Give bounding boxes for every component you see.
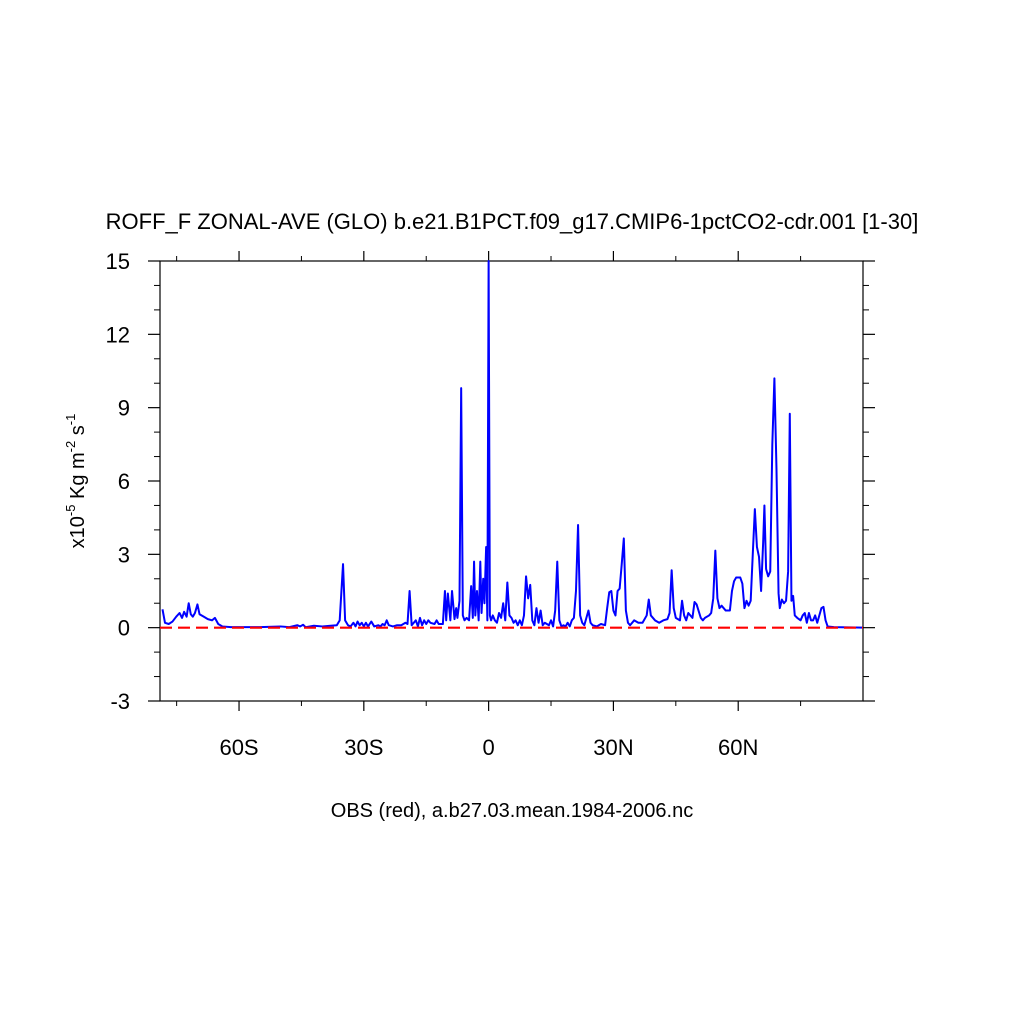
x-tick-label: 30S [344, 735, 383, 760]
chart-title: ROFF_F ZONAL-AVE (GLO) b.e21.B1PCT.f09_g… [106, 209, 919, 234]
plot-area: 60S 30S 0 30N 60N -3 0 3 6 9 12 15 [106, 249, 875, 760]
y-axis-label-exponent: -2 [63, 441, 78, 453]
plot-frame [159, 260, 864, 702]
y-tick-label: 12 [106, 322, 130, 347]
y-tick-label: 15 [106, 249, 130, 274]
x-axis-ticks: 60S 30S 0 30N 60N [219, 251, 758, 760]
y-axis-label-exponent: -1 [63, 414, 78, 426]
y-tick-label: -3 [110, 689, 130, 714]
y-axis-label-units: Kg m [67, 452, 89, 504]
y-axis-ticks: -3 0 3 6 9 12 15 [106, 249, 875, 714]
y-tick-label: 6 [118, 469, 130, 494]
y-axis-label-prefix: x10 [67, 516, 89, 548]
x-tick-label: 60N [718, 735, 758, 760]
y-tick-label: 9 [118, 396, 130, 421]
y-tick-label: 0 [118, 616, 130, 641]
minor-ticks [154, 256, 869, 706]
x-axis-label: OBS (red), a.b27.03.mean.1984-2006.nc [331, 800, 693, 822]
x-tick-label: 30N [593, 735, 633, 760]
y-axis-label: x10-5 Kg m-2 s-1 [63, 414, 89, 549]
y-tick-label: 3 [118, 542, 130, 567]
series-layer [160, 260, 864, 629]
y-axis-label-exponent: -5 [63, 505, 78, 517]
model-series-line [161, 260, 864, 629]
x-tick-label: 60S [219, 735, 258, 760]
y-axis-label-units: s [67, 425, 89, 441]
x-tick-label: 0 [482, 735, 494, 760]
